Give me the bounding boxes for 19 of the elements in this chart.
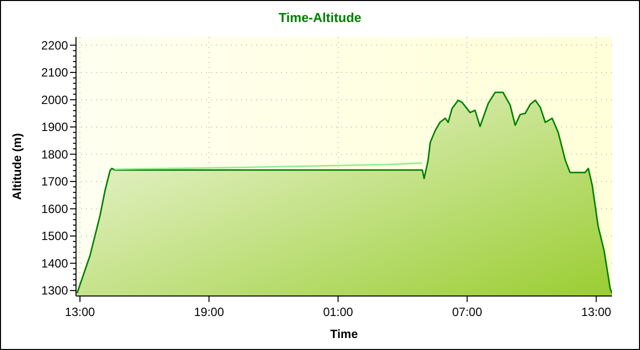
y-tick-label: 1600 xyxy=(41,202,68,216)
y-axis-title: Altitude (m) xyxy=(10,133,24,200)
x-tick-label: 13:00 xyxy=(581,305,612,319)
y-tick-label: 2200 xyxy=(41,38,68,52)
y-tick-label: 1500 xyxy=(41,229,68,244)
y-tick-label: 1700 xyxy=(41,174,68,189)
x-tick-label: 07:00 xyxy=(452,305,482,319)
x-axis-title: Time xyxy=(330,327,358,341)
x-tick-label: 13:00 xyxy=(64,305,96,319)
chart-title: Time-Altitude xyxy=(278,10,362,25)
y-tick-label: 2000 xyxy=(41,92,68,107)
x-tick-label: 01:00 xyxy=(323,305,354,319)
x-tick-label: 19:00 xyxy=(194,305,224,319)
line-series xyxy=(114,162,423,170)
y-tick-label: 2100 xyxy=(41,66,68,80)
y-tick-label: 1800 xyxy=(41,147,68,162)
y-tick-label: 1400 xyxy=(41,256,68,270)
y-tick-label: 1300 xyxy=(41,284,68,298)
y-tick-label: 1900 xyxy=(41,120,68,134)
